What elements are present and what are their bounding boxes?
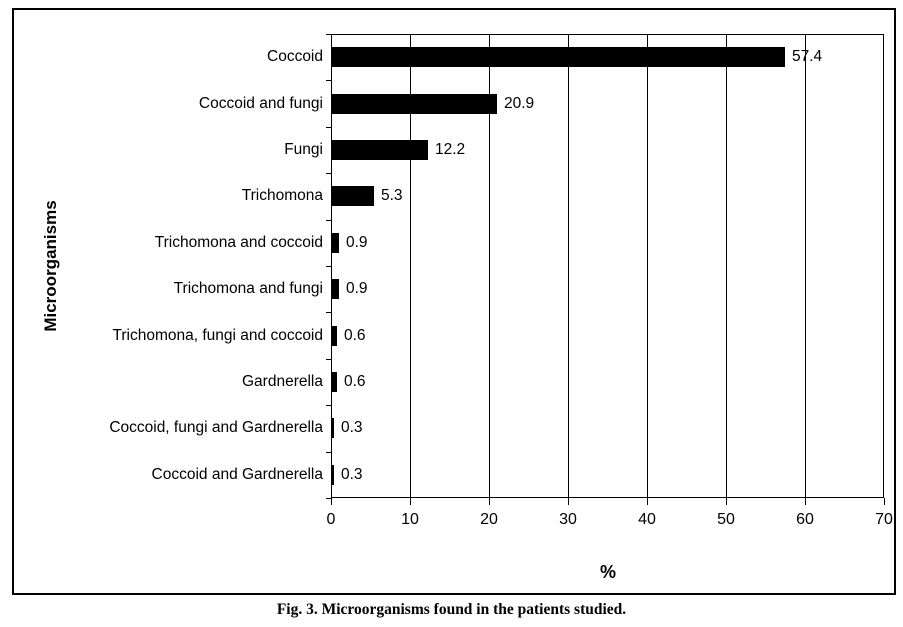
- bar-0: [332, 47, 785, 67]
- value-label: 20.9: [504, 95, 535, 112]
- bar-1: [332, 94, 497, 114]
- x-tick-50: [726, 498, 727, 505]
- category-label: Trichomona, fungi and coccoid: [112, 327, 323, 344]
- category-label: Gardnerella: [242, 373, 323, 390]
- x-axis-title: %: [599, 562, 616, 582]
- x-tick-10: [410, 498, 411, 505]
- value-label: 0.3: [341, 466, 363, 483]
- x-tick-40: [647, 498, 648, 505]
- x-tick-20: [489, 498, 490, 505]
- y-axis-title: Microorganisms: [41, 200, 60, 332]
- y-tick-4: [326, 220, 331, 221]
- value-label: 0.3: [341, 419, 363, 436]
- category-label: Fungi: [284, 141, 323, 158]
- y-tick-8: [326, 405, 331, 406]
- x-tick-label-60: 60: [796, 511, 814, 528]
- x-tick-label-10: 10: [401, 511, 419, 528]
- y-tick-2: [326, 127, 331, 128]
- category-label: Coccoid and Gardnerella: [151, 466, 323, 483]
- x-tick-70: [884, 498, 885, 505]
- x-tick-label-30: 30: [559, 511, 577, 528]
- category-label: Trichomona and fungi: [173, 280, 323, 297]
- x-tick-label-20: 20: [480, 511, 498, 528]
- bar-2: [332, 140, 428, 160]
- category-label: Trichomona: [241, 187, 323, 204]
- y-tick-9: [326, 452, 331, 453]
- x-tick-60: [805, 498, 806, 505]
- gridline-10: [410, 34, 411, 498]
- bar-7: [332, 372, 337, 392]
- value-label: 5.3: [381, 187, 403, 204]
- bar-4: [332, 233, 339, 253]
- category-label: Coccoid, fungi and Gardnerella: [109, 419, 323, 436]
- value-label: 0.9: [346, 234, 368, 251]
- y-tick-3: [326, 173, 331, 174]
- bar-8: [332, 418, 334, 438]
- value-label: 0.6: [344, 327, 366, 344]
- x-tick-label-70: 70: [875, 511, 893, 528]
- y-tick-7: [326, 359, 331, 360]
- gridline-30: [568, 34, 569, 498]
- gridline-60: [805, 34, 806, 498]
- bar-5: [332, 279, 339, 299]
- value-label: 0.6: [344, 373, 366, 390]
- gridline-50: [726, 34, 727, 498]
- y-tick-0: [326, 34, 331, 35]
- x-tick-label-0: 0: [326, 511, 336, 528]
- category-label: Coccoid and fungi: [198, 95, 323, 112]
- bar-3: [332, 186, 374, 206]
- y-tick-10: [326, 498, 331, 499]
- value-label: 0.9: [346, 280, 368, 297]
- value-label: 12.2: [435, 141, 466, 158]
- x-tick-30: [568, 498, 569, 505]
- x-tick-label-40: 40: [638, 511, 656, 528]
- x-tick-0: [331, 498, 332, 505]
- figure-border-box: 0 10 20 30 40 50 60 70 Coccoid 57.4 Coccoid and fu…: [12, 8, 896, 595]
- figure-caption: Fig. 3. Microorganisms found in the pati…: [276, 601, 627, 618]
- value-label: 57.4: [792, 48, 823, 65]
- bar-9: [332, 465, 334, 485]
- x-tick-label-50: 50: [717, 511, 735, 528]
- y-tick-1: [326, 80, 331, 81]
- gridline-20: [489, 34, 490, 498]
- category-label: Trichomona and coccoid: [154, 234, 323, 251]
- y-tick-6: [326, 312, 331, 313]
- bar-6: [332, 326, 337, 346]
- category-label: Coccoid: [267, 48, 323, 65]
- gridline-40: [647, 34, 648, 498]
- y-tick-5: [326, 266, 331, 267]
